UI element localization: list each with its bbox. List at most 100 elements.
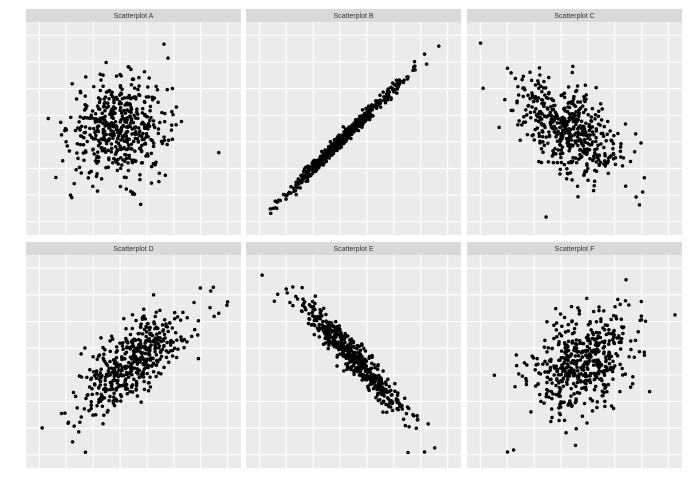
scatter-point	[594, 85, 598, 90]
scatter-point	[119, 91, 123, 95]
scatter-point	[328, 327, 332, 332]
scatter-point	[560, 379, 564, 384]
scatter-point	[146, 121, 151, 126]
scatter-point	[121, 347, 125, 351]
scatter-point	[558, 358, 562, 363]
scatter-point	[552, 323, 556, 328]
scatter-point	[618, 145, 623, 149]
scatter-point	[553, 146, 557, 151]
scatter-point	[114, 150, 119, 154]
scatter-point	[170, 109, 174, 114]
scatter-point	[133, 136, 138, 141]
scatter-point	[130, 365, 134, 370]
scatter-point	[539, 160, 544, 165]
scatter-point	[552, 115, 557, 119]
scatter-point	[528, 70, 532, 75]
scatter-point	[605, 119, 610, 124]
scatter-point	[75, 406, 79, 410]
scatter-point	[600, 394, 604, 398]
scatter-point	[138, 350, 143, 354]
scatter-point	[360, 343, 364, 348]
scatter-point	[83, 94, 88, 98]
scatter-point	[611, 141, 616, 146]
scatter-point	[124, 339, 129, 343]
scatter-point	[529, 78, 534, 83]
scatter-point	[539, 121, 544, 125]
scatter-point	[588, 157, 592, 161]
scatter-point	[137, 331, 141, 336]
scatter-point	[629, 347, 633, 352]
scatter-point	[83, 103, 87, 107]
scatter-point	[586, 333, 590, 337]
scatter-point	[346, 346, 351, 351]
scatter-point	[196, 318, 201, 323]
scatter-point	[382, 95, 386, 99]
scatter-point	[89, 403, 93, 408]
scatter-point	[594, 343, 599, 348]
scatter-point	[497, 125, 501, 130]
scatter-point	[154, 160, 158, 164]
scatter-point	[537, 131, 541, 136]
scatterplot-c-panel: Scatterplot C	[467, 9, 682, 235]
scatter-point	[554, 383, 558, 388]
scatter-point	[379, 389, 384, 393]
scatter-point	[130, 132, 134, 136]
scatter-point	[537, 134, 542, 138]
scatter-point	[116, 141, 121, 146]
scatter-point	[337, 138, 342, 142]
scatter-point	[559, 160, 564, 165]
scatter-point	[624, 278, 628, 282]
scatter-point	[119, 117, 123, 122]
scatter-point	[100, 404, 105, 408]
scatter-point	[95, 404, 99, 408]
scatter-point	[557, 411, 562, 416]
scatter-point	[107, 124, 111, 129]
scatter-point	[130, 147, 134, 151]
panel-title: Scatterplot C	[554, 13, 594, 20]
scatter-point	[131, 139, 136, 144]
scatter-point	[367, 112, 372, 117]
scatter-point	[321, 319, 325, 324]
scatter-point	[354, 359, 359, 364]
scatter-point	[575, 84, 580, 88]
scatter-point	[108, 349, 113, 354]
scatter-point	[77, 165, 82, 170]
scatter-point	[84, 396, 88, 401]
scatter-point	[154, 363, 159, 367]
scatter-point	[555, 139, 560, 144]
scatter-point	[345, 133, 349, 137]
scatter-point	[126, 168, 131, 173]
scatter-point	[115, 168, 120, 173]
scatter-point	[352, 369, 356, 374]
scatter-point	[148, 104, 153, 109]
scatter-point	[79, 171, 83, 175]
scatter-point	[144, 135, 148, 139]
scatter-point	[546, 389, 550, 393]
scatter-point	[172, 346, 177, 350]
scatter-point	[578, 358, 583, 362]
scatter-point	[335, 143, 340, 148]
scatter-point	[422, 450, 427, 454]
scatter-point	[115, 361, 119, 366]
scatter-point	[592, 156, 596, 160]
scatter-point	[389, 388, 393, 393]
scatter-point	[129, 355, 134, 359]
scatter-point	[78, 142, 83, 147]
scatter-point	[554, 328, 559, 332]
scatter-point	[573, 372, 577, 377]
scatter-point	[306, 321, 311, 326]
scatter-point	[217, 311, 221, 316]
scatter-point	[131, 77, 135, 81]
scatter-point	[147, 352, 152, 357]
scatter-point	[566, 358, 570, 363]
scatter-point	[574, 399, 578, 403]
scatter-point	[109, 334, 114, 338]
scatter-point	[129, 384, 134, 389]
scatter-point	[516, 372, 521, 376]
scatter-point	[127, 115, 132, 119]
scatter-point	[124, 327, 128, 331]
scatter-point	[583, 108, 588, 112]
scatter-point	[589, 349, 594, 353]
scatter-point	[363, 349, 368, 353]
scatter-point	[163, 173, 168, 177]
